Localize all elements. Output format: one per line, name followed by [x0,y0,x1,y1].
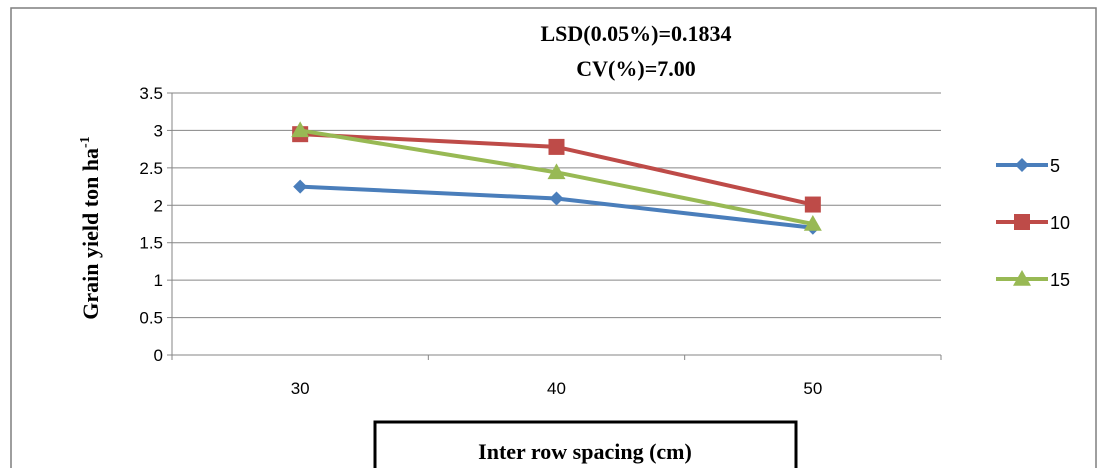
legend-swatch-marker [1014,214,1030,230]
x-axis-label: Inter row spacing (cm) [478,439,692,464]
data-point-10-40 [548,138,565,155]
legend-label: 15 [1050,270,1070,290]
legend-label: 5 [1050,156,1060,176]
legend: 5 10 15 [996,156,1070,290]
legend-swatch-marker [1013,270,1031,286]
x-axis-label-box [373,420,798,468]
x-tick-label: 50 [803,379,822,398]
x-tick-label: 40 [547,379,566,398]
axes [167,92,942,360]
series-15 [291,121,822,231]
y-tick-label: 3.5 [139,84,163,103]
y-tick-label: 0.5 [139,309,163,328]
data-point-5-30 [293,179,308,194]
y-axis-label-superscript: -1 [78,136,93,148]
legend-label: 10 [1050,213,1070,233]
legend-item-10: 10 [996,213,1070,233]
y-tick-label: 3 [154,121,163,140]
chart-title-line-2: CV(%)=7.00 [576,56,695,81]
legend-item-15: 15 [996,270,1070,290]
series-lines [291,121,822,235]
data-point-10-50 [804,196,821,213]
chart-title-line-1: LSD(0.05%)=0.1834 [541,21,732,46]
legend-item-5: 5 [996,156,1060,176]
y-axis-label: Grain yield ton ha-1 [78,136,103,319]
data-point-15-50 [803,215,822,231]
y-tick-label: 0 [154,346,163,365]
y-tick-label: 2 [154,196,163,215]
legend-swatch-marker [1015,158,1029,172]
y-tick-labels: 0 0.5 1 1.5 2 2.5 3 3.5 [139,84,163,365]
y-tick-label: 2.5 [139,159,163,178]
data-point-15-40 [547,163,566,180]
y-axis-label-main: Grain yield ton ha [78,148,103,320]
data-point-15-30 [291,121,310,138]
y-tick-label: 1 [154,271,163,290]
y-tick-label: 1.5 [139,234,163,253]
chart-border [10,7,1097,468]
x-tick-label: 30 [291,379,310,398]
data-point-5-40 [549,191,564,206]
x-tick-labels: 30 40 50 [291,379,823,398]
